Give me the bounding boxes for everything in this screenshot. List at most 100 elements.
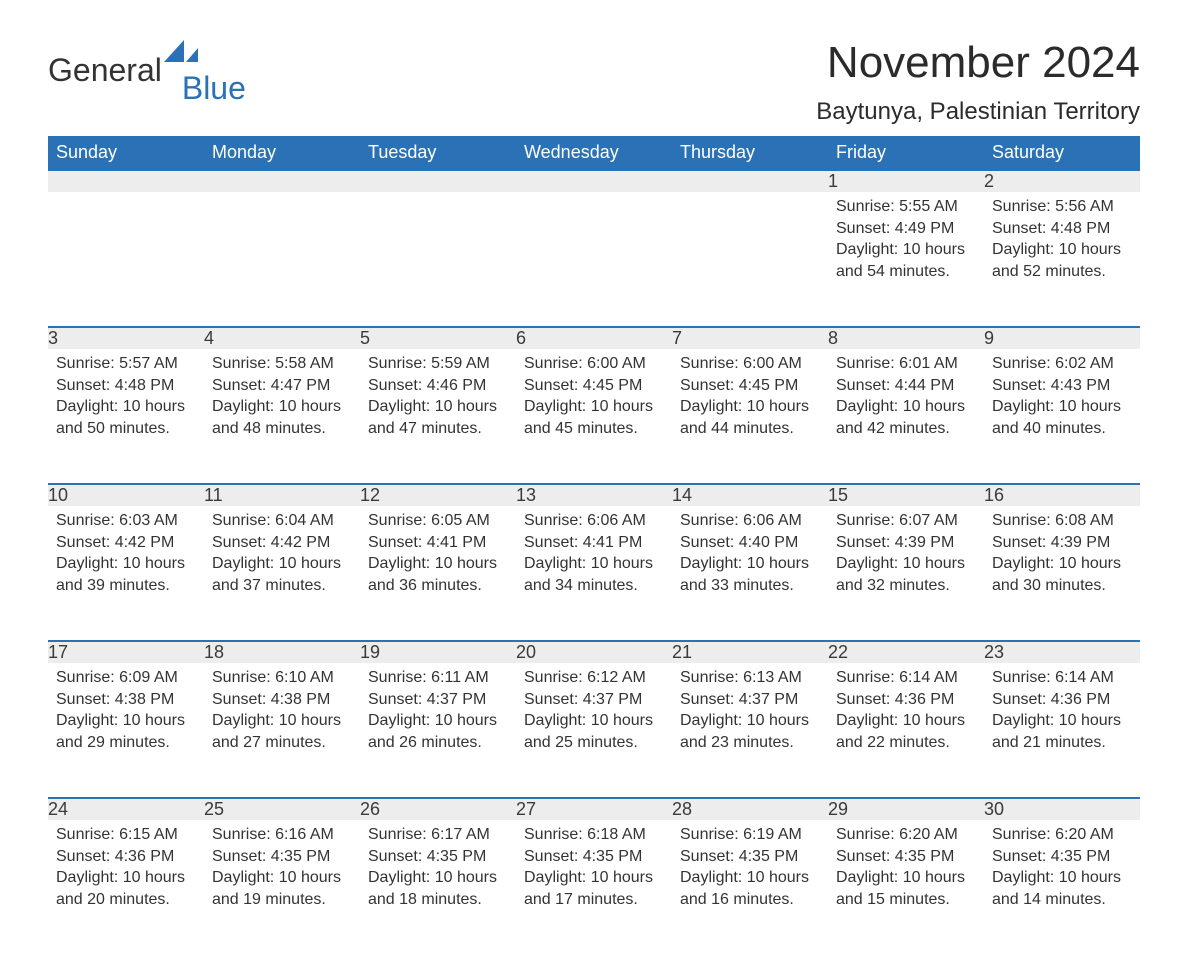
- daylight-text: Daylight: 10 hours and 15 minutes.: [836, 867, 976, 910]
- sunset-text: Sunset: 4:36 PM: [836, 689, 976, 711]
- sunset-text: Sunset: 4:39 PM: [836, 532, 976, 554]
- daylight-text: Daylight: 10 hours and 42 minutes.: [836, 396, 976, 439]
- day-number: 30: [984, 798, 1140, 820]
- sunrise-text: Sunrise: 6:15 AM: [56, 824, 196, 846]
- sunset-text: Sunset: 4:36 PM: [992, 689, 1132, 711]
- day-content: Sunrise: 6:07 AMSunset: 4:39 PMDaylight:…: [828, 506, 984, 596]
- day-number: 24: [48, 798, 204, 820]
- day-content: Sunrise: 6:14 AMSunset: 4:36 PMDaylight:…: [828, 663, 984, 753]
- daylight-text: Daylight: 10 hours and 33 minutes.: [680, 553, 820, 596]
- day-cell: Sunrise: 6:07 AMSunset: 4:39 PMDaylight:…: [828, 506, 984, 641]
- sunrise-text: Sunrise: 5:55 AM: [836, 196, 976, 218]
- sunrise-text: Sunrise: 6:00 AM: [680, 353, 820, 375]
- sunset-text: Sunset: 4:35 PM: [368, 846, 508, 868]
- day-number: 21: [672, 641, 828, 663]
- daylight-text: Daylight: 10 hours and 50 minutes.: [56, 396, 196, 439]
- daylight-text: Daylight: 10 hours and 39 minutes.: [56, 553, 196, 596]
- sunrise-text: Sunrise: 6:07 AM: [836, 510, 976, 532]
- empty-day-cell: [672, 192, 828, 327]
- calendar-page: General Blue November 2024 Baytunya, Pal…: [0, 0, 1188, 918]
- day-cell: Sunrise: 6:19 AMSunset: 4:35 PMDaylight:…: [672, 820, 828, 954]
- day-content: Sunrise: 6:04 AMSunset: 4:42 PMDaylight:…: [204, 506, 360, 596]
- week-content-row: Sunrise: 6:15 AMSunset: 4:36 PMDaylight:…: [48, 820, 1140, 954]
- calendar-table: SundayMondayTuesdayWednesdayThursdayFrid…: [48, 136, 1140, 954]
- sunset-text: Sunset: 4:37 PM: [524, 689, 664, 711]
- sunrise-text: Sunrise: 6:00 AM: [524, 353, 664, 375]
- weekday-header: Wednesday: [516, 136, 672, 170]
- day-number: 16: [984, 484, 1140, 506]
- day-cell: Sunrise: 5:58 AMSunset: 4:47 PMDaylight:…: [204, 349, 360, 484]
- day-content: Sunrise: 6:12 AMSunset: 4:37 PMDaylight:…: [516, 663, 672, 753]
- day-cell: Sunrise: 5:55 AMSunset: 4:49 PMDaylight:…: [828, 192, 984, 327]
- day-number: 13: [516, 484, 672, 506]
- day-number: 18: [204, 641, 360, 663]
- daylight-text: Daylight: 10 hours and 34 minutes.: [524, 553, 664, 596]
- day-cell: Sunrise: 6:08 AMSunset: 4:39 PMDaylight:…: [984, 506, 1140, 641]
- day-number: 11: [204, 484, 360, 506]
- day-cell: Sunrise: 6:20 AMSunset: 4:35 PMDaylight:…: [984, 820, 1140, 954]
- day-number: 17: [48, 641, 204, 663]
- sunset-text: Sunset: 4:35 PM: [212, 846, 352, 868]
- day-content: Sunrise: 6:05 AMSunset: 4:41 PMDaylight:…: [360, 506, 516, 596]
- sunset-text: Sunset: 4:48 PM: [992, 218, 1132, 240]
- sunset-text: Sunset: 4:37 PM: [680, 689, 820, 711]
- logo: General Blue: [48, 40, 264, 86]
- day-content: Sunrise: 6:06 AMSunset: 4:40 PMDaylight:…: [672, 506, 828, 596]
- sunrise-text: Sunrise: 6:11 AM: [368, 667, 508, 689]
- day-content: Sunrise: 6:17 AMSunset: 4:35 PMDaylight:…: [360, 820, 516, 910]
- day-number: 29: [828, 798, 984, 820]
- sunrise-text: Sunrise: 6:20 AM: [992, 824, 1132, 846]
- sunset-text: Sunset: 4:37 PM: [368, 689, 508, 711]
- week-daynum-row: 17181920212223: [48, 641, 1140, 663]
- sunrise-text: Sunrise: 6:06 AM: [524, 510, 664, 532]
- week-daynum-row: 12: [48, 170, 1140, 192]
- sunset-text: Sunset: 4:35 PM: [836, 846, 976, 868]
- daylight-text: Daylight: 10 hours and 27 minutes.: [212, 710, 352, 753]
- empty-day-number: [672, 170, 828, 192]
- empty-day-number: [204, 170, 360, 192]
- sunset-text: Sunset: 4:42 PM: [212, 532, 352, 554]
- day-number: 2: [984, 170, 1140, 192]
- day-content: Sunrise: 6:08 AMSunset: 4:39 PMDaylight:…: [984, 506, 1140, 596]
- day-content: Sunrise: 6:11 AMSunset: 4:37 PMDaylight:…: [360, 663, 516, 753]
- day-number: 6: [516, 327, 672, 349]
- sunrise-text: Sunrise: 5:59 AM: [368, 353, 508, 375]
- empty-day-number: [516, 170, 672, 192]
- sunset-text: Sunset: 4:43 PM: [992, 375, 1132, 397]
- weekday-header: Friday: [828, 136, 984, 170]
- sunrise-text: Sunrise: 6:19 AM: [680, 824, 820, 846]
- day-cell: Sunrise: 6:00 AMSunset: 4:45 PMDaylight:…: [516, 349, 672, 484]
- weekday-header: Sunday: [48, 136, 204, 170]
- day-cell: Sunrise: 5:59 AMSunset: 4:46 PMDaylight:…: [360, 349, 516, 484]
- daylight-text: Daylight: 10 hours and 29 minutes.: [56, 710, 196, 753]
- logo-text-general: General: [48, 54, 162, 86]
- day-content: Sunrise: 5:57 AMSunset: 4:48 PMDaylight:…: [48, 349, 204, 439]
- day-content: Sunrise: 6:02 AMSunset: 4:43 PMDaylight:…: [984, 349, 1140, 439]
- day-cell: Sunrise: 6:20 AMSunset: 4:35 PMDaylight:…: [828, 820, 984, 954]
- daylight-text: Daylight: 10 hours and 25 minutes.: [524, 710, 664, 753]
- day-number: 15: [828, 484, 984, 506]
- daylight-text: Daylight: 10 hours and 30 minutes.: [992, 553, 1132, 596]
- header: General Blue November 2024 Baytunya, Pal…: [48, 40, 1140, 126]
- daylight-text: Daylight: 10 hours and 47 minutes.: [368, 396, 508, 439]
- sunrise-text: Sunrise: 5:58 AM: [212, 353, 352, 375]
- sunrise-text: Sunrise: 6:08 AM: [992, 510, 1132, 532]
- sunrise-text: Sunrise: 6:12 AM: [524, 667, 664, 689]
- day-cell: Sunrise: 6:18 AMSunset: 4:35 PMDaylight:…: [516, 820, 672, 954]
- daylight-text: Daylight: 10 hours and 48 minutes.: [212, 396, 352, 439]
- sunrise-text: Sunrise: 6:09 AM: [56, 667, 196, 689]
- day-number: 8: [828, 327, 984, 349]
- daylight-text: Daylight: 10 hours and 40 minutes.: [992, 396, 1132, 439]
- daylight-text: Daylight: 10 hours and 44 minutes.: [680, 396, 820, 439]
- day-number: 7: [672, 327, 828, 349]
- day-cell: Sunrise: 6:11 AMSunset: 4:37 PMDaylight:…: [360, 663, 516, 798]
- sunrise-text: Sunrise: 6:14 AM: [992, 667, 1132, 689]
- daylight-text: Daylight: 10 hours and 16 minutes.: [680, 867, 820, 910]
- day-number: 22: [828, 641, 984, 663]
- daylight-text: Daylight: 10 hours and 18 minutes.: [368, 867, 508, 910]
- empty-day-cell: [516, 192, 672, 327]
- weekday-header: Saturday: [984, 136, 1140, 170]
- sunrise-text: Sunrise: 6:01 AM: [836, 353, 976, 375]
- day-cell: Sunrise: 6:01 AMSunset: 4:44 PMDaylight:…: [828, 349, 984, 484]
- day-cell: Sunrise: 6:13 AMSunset: 4:37 PMDaylight:…: [672, 663, 828, 798]
